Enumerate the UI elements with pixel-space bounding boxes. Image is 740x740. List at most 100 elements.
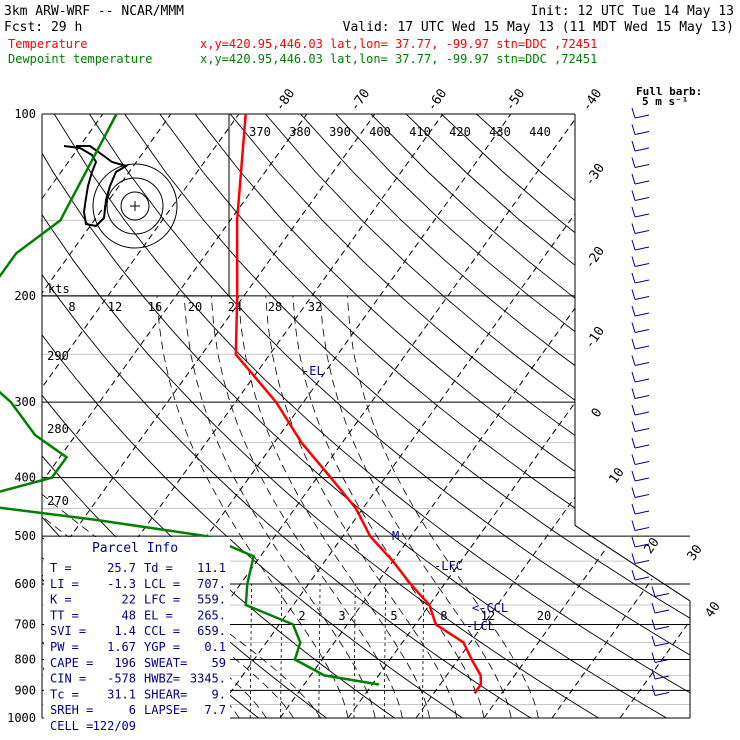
wind-barb [634,395,650,399]
model-title: 3km ARW-WRF -- NCAR/MMM [4,4,184,19]
wind-barb [634,147,650,152]
pressure-tick-label: 700 [14,617,36,631]
parcel-param-value: 122/09 [93,719,136,733]
wind-barb [634,230,650,234]
isotherm-tick-label: -10 [582,324,608,352]
parcel-level-label: <-CCL [472,601,508,615]
parcel-param-value: -1.3 [107,577,136,591]
wind-barb [634,494,650,498]
isotherm-line [551,114,690,718]
parcel-param-label: SREH = [50,703,93,717]
parcel-param-value: 659. [197,624,226,638]
wind-barb [634,164,650,168]
wind-barb [634,263,650,267]
temperature-legend: Temperature [8,37,87,51]
isotherm-line [415,114,690,718]
parcel-param-label: PW = [50,640,79,654]
isotherm-tick-label: -70 [348,86,374,114]
parcel-param-value: 7.7 [204,703,226,717]
wind-barb [634,131,650,135]
wind-barb-flag [631,140,636,152]
temperature-meta: x,y=420.95,446.03 lat,lon= 37.77, -99.97… [200,37,597,51]
isotherm-tick-label: 20 [641,535,662,556]
isotherm-tick-label: -60 [425,86,451,114]
hodograph-units-label: kts [48,282,70,296]
isotherm-line [279,114,690,718]
parcel-param-value: 1.4 [114,624,136,638]
wind-barb-flag [651,685,656,696]
moist-adiabat-tick-label: 8 [68,300,75,314]
isotherm-tick-label: -20 [582,244,608,272]
wind-barb-flag [631,536,636,548]
wind-barb-flag [651,668,656,680]
dry-adiabat-line [53,114,690,718]
pressure-tick-label: 200 [14,289,36,303]
wind-barb [634,378,650,383]
moist-adiabat-line [292,295,485,718]
moist-adiabat-line [210,295,403,718]
parcel-param-value: 196 [114,656,136,670]
mixing-ratio-tick-label: 3 [338,609,345,623]
parcel-param-label: SWEAT= [144,656,187,670]
wind-barb [634,345,650,350]
parcel-param-value: 265. [197,608,226,622]
wind-barb [634,477,650,482]
dry-adiabat-line [159,114,690,718]
parcel-param-label: CCL = [144,624,180,638]
parcel-level-label: -LFC [434,559,463,573]
wind-legend-value: 5 m s⁻¹ [642,95,688,108]
wind-barb-flag [631,355,636,366]
wind-barb [654,692,670,696]
parcel-param-label: CAPE = [50,656,93,670]
wind-barb [634,213,650,218]
dry-adiabat-line [265,114,690,718]
wind-barb [634,444,650,449]
parcel-param-label: TT = [50,608,79,622]
moist-adiabat-tick-label: 20 [188,300,202,314]
moist-adiabat-tick-label: 16 [148,300,162,314]
theta-tick-label: 270 [47,494,69,508]
pressure-tick-label: 500 [14,529,36,543]
mixing-ratio-tick-label: 2 [298,609,305,623]
parcel-param-value: 9. [212,687,226,701]
dry-adiabat-line [42,114,667,718]
parcel-param-label: Td = [144,561,173,575]
wind-barb-flag [631,454,636,465]
wind-barb [634,461,650,465]
isotherm-tick-label: -40 [580,86,606,114]
parcel-param-value: 6 [129,703,136,717]
parcel-param-label: CELL = [50,719,93,733]
mixing-ratio-line [280,583,283,718]
dry-adiabat-tick-label: 390 [329,125,351,139]
wind-barb-flag [631,322,636,333]
isotherm-line [42,114,376,718]
parcel-param-value: 559. [197,593,226,607]
parcel-info-title: Parcel Info [92,541,178,556]
parcel-level-label: M [392,529,399,543]
mixing-ratio-line [353,583,356,718]
dry-adiabat-line [89,114,690,718]
sounding-series: -EL -LFC <-CCL -LCL M [0,113,508,695]
wind-barb [654,642,670,647]
wind-barb [654,593,670,597]
dry-adiabat-tick-label: 440 [529,125,551,139]
dry-adiabat-line [124,114,690,718]
wind-barb [654,609,670,614]
theta-tick-label: 290 [47,349,69,363]
parcel-param-label: T = [50,561,72,575]
mixing-ratio-tick-label: 8 [440,609,447,623]
hodograph-trace [63,145,129,228]
wind-barb-flag [631,305,636,317]
wind-barb-flag [651,635,656,647]
wind-barb-flag [651,602,656,614]
dry-adiabat-line [42,114,531,718]
isotherm-line [42,114,172,718]
wind-barb-flag [631,223,636,234]
wind-barb-flag [631,190,636,201]
wind-barb-flag [651,652,656,663]
dry-adiabat-tick-label: 410 [409,125,431,139]
mixing-ratio-line [422,583,425,718]
wind-barb [634,510,650,515]
parcel-param-value: 11.1 [197,561,226,575]
